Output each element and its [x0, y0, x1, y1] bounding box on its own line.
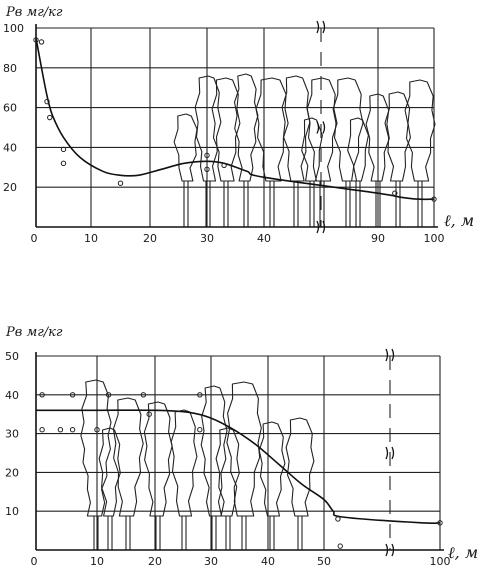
- tree-crown: [255, 77, 289, 182]
- tree-crown: [200, 385, 228, 517]
- tree-crown: [285, 417, 315, 517]
- axis-break-mark: [385, 543, 389, 557]
- chart-top: Pв мг/кг 20 40 60 80 100 0 10 20 30 40 9…: [3, 5, 474, 245]
- top-y-tick: 40: [3, 141, 17, 154]
- axis-break-mark: [316, 121, 320, 134]
- axis-break-mark: [316, 220, 320, 234]
- top-y-tick: 80: [3, 62, 17, 75]
- top-x-tick: 100: [424, 232, 445, 245]
- top-y-tick: 60: [3, 102, 17, 115]
- bottom-trees: [80, 379, 315, 550]
- tree-crown: [226, 381, 262, 517]
- top-y-ticks: 20 40 60 80 100: [3, 22, 24, 194]
- axis-break-mark: [391, 348, 395, 362]
- top-x-tick: 20: [143, 232, 157, 245]
- top-x-ticks: 0 10 20 30 40 90 100: [31, 232, 445, 245]
- tree-crown: [233, 73, 259, 182]
- data-point: [221, 162, 227, 169]
- data-point: [335, 516, 341, 522]
- axis-break-mark: [322, 20, 326, 34]
- axis-break-mark: [385, 446, 389, 460]
- bottom-x-tick: 10: [90, 555, 104, 568]
- data-point: [197, 427, 203, 433]
- data-point: [60, 160, 67, 167]
- tree-crown: [332, 77, 364, 182]
- top-trees: [173, 73, 436, 227]
- bottom-x-tick: 40: [261, 555, 275, 568]
- axis-break-mark: [322, 121, 326, 134]
- data-point: [47, 114, 53, 121]
- bottom-x-tick: 30: [204, 555, 218, 568]
- data-point: [204, 166, 210, 172]
- axis-break-mark: [322, 220, 326, 234]
- tree-crown: [143, 401, 173, 517]
- data-point: [392, 190, 398, 196]
- axis-break-mark: [391, 543, 395, 557]
- data-point: [60, 146, 67, 153]
- bottom-y-ticks: 10 20 30 40 50: [5, 350, 19, 518]
- top-axes: [35, 20, 438, 234]
- bottom-x-tick: 100: [430, 555, 451, 568]
- top-x-tick: 30: [200, 232, 214, 245]
- top-x-tick: 0: [31, 232, 38, 245]
- axis-break-mark: [385, 348, 389, 362]
- tree-crown: [170, 409, 198, 517]
- data-point: [437, 520, 443, 526]
- tree-crown: [301, 117, 323, 182]
- top-y-tick: 20: [3, 181, 17, 194]
- bottom-y-tick: 10: [5, 505, 19, 518]
- bottom-points: [39, 392, 443, 549]
- data-point: [431, 196, 437, 202]
- axis-break-mark: [391, 446, 395, 460]
- bottom-grid: [36, 355, 441, 550]
- bottom-y-tick: 50: [5, 350, 19, 363]
- data-point: [69, 392, 76, 398]
- top-y-axis-label: Pв мг/кг: [5, 5, 63, 20]
- data-point: [57, 427, 64, 433]
- bottom-x-tick: 20: [148, 555, 162, 568]
- bottom-y-tick: 30: [5, 428, 19, 441]
- data-point: [117, 180, 124, 186]
- bottom-x-axis-label: ℓ, м: [448, 543, 478, 562]
- tree-crown: [80, 379, 112, 517]
- top-x-tick: 40: [257, 232, 271, 245]
- data-point: [140, 392, 147, 398]
- top-y-tick: 100: [3, 22, 24, 35]
- tree-crown: [306, 77, 338, 182]
- bottom-x-tick: 0: [31, 555, 38, 568]
- axis-break-mark: [316, 20, 320, 34]
- bottom-x-tick: 50: [317, 555, 331, 568]
- top-x-tick: 10: [84, 232, 98, 245]
- bottom-y-tick: 20: [5, 466, 19, 479]
- top-points: [33, 37, 437, 202]
- bottom-axes: [35, 348, 444, 557]
- top-x-axis-label: ℓ, м: [444, 211, 474, 230]
- bottom-curve: [35, 409, 441, 525]
- top-curve: [35, 37, 435, 201]
- chart-bottom: Pв мг/кг 10 20 30 40 50 0 10 20 30 40 50…: [5, 325, 478, 568]
- data-point: [337, 543, 343, 549]
- pollution-curve: [35, 37, 435, 201]
- data-point: [94, 427, 100, 433]
- data-point: [33, 37, 39, 43]
- data-point: [146, 411, 152, 417]
- bottom-y-tick: 40: [5, 389, 19, 402]
- data-point: [39, 427, 45, 433]
- data-point: [38, 39, 45, 45]
- top-x-tick: 90: [371, 232, 385, 245]
- bottom-x-ticks: 0 10 20 30 40 50 100: [31, 555, 451, 568]
- tree-crown: [258, 421, 286, 517]
- pollution-curve: [35, 409, 441, 525]
- data-point: [197, 392, 203, 398]
- data-point: [69, 427, 76, 433]
- data-point: [44, 98, 50, 105]
- data-point: [105, 392, 112, 398]
- data-point: [39, 392, 45, 398]
- data-point: [204, 152, 210, 159]
- bottom-y-axis-label: Pв мг/кг: [5, 325, 63, 340]
